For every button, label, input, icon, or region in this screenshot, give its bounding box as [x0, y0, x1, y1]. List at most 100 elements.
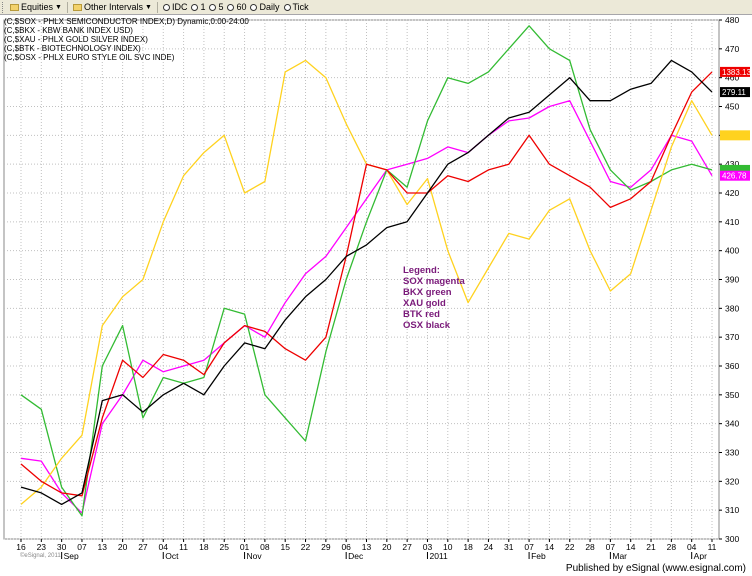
x-tick-label: 20 [118, 542, 128, 552]
toolbar-separator [156, 1, 158, 13]
y-tick-label: 370 [725, 332, 739, 342]
legend-entry-osx: OSX black [403, 320, 450, 331]
header-line-sox: (C,$SOX - PHLX SEMICONDUCTOR INDEX,D) Dy… [4, 17, 249, 26]
footer: Published by eSignal (www.esignal.com) [0, 560, 752, 576]
y-tick-label: 410 [725, 217, 739, 227]
x-tick-label: 11 [708, 542, 717, 552]
interval-idc-label: IDC [171, 2, 188, 12]
interval-1-button[interactable]: 1 [189, 1, 207, 14]
month-label: Mar [612, 551, 627, 560]
y-tick-label: 430 [725, 159, 739, 169]
x-tick-label: 21 [646, 542, 656, 552]
interval-daily-label: Daily [259, 2, 280, 12]
x-tick-label: 24 [484, 542, 494, 552]
y-tick-label: 460 [725, 73, 739, 83]
interval-60-label: 60 [236, 2, 247, 12]
month-label: Sep [64, 551, 79, 560]
last-value-box-bkx [720, 164, 750, 175]
x-tick-label: 11 [179, 542, 188, 552]
x-tick-label: 04 [687, 542, 697, 552]
y-tick-label: 320 [725, 476, 739, 486]
x-tick-label: 18 [199, 542, 209, 552]
equities-button[interactable]: Equities ▼ [8, 1, 64, 14]
legend-entry-sox: SOX magenta [403, 276, 465, 287]
clock-icon [227, 3, 235, 11]
folder-icon [72, 3, 82, 11]
y-tick-label: 390 [725, 275, 739, 285]
legend-entry-btk: BTK red [403, 309, 440, 320]
x-tick-label: 25 [220, 542, 230, 552]
x-tick-label: 16 [16, 542, 26, 552]
header-line-xau: (C,$XAU - PHLX GOLD SILVER INDEX) [4, 35, 148, 44]
y-tick-label: 360 [725, 361, 739, 371]
x-tick-label: 23 [37, 542, 47, 552]
month-label: Apr [694, 551, 707, 560]
x-tick-label: 22 [565, 542, 575, 552]
x-tick-label: 14 [626, 542, 636, 552]
last-value-label-btk: 1383.13 [722, 68, 751, 77]
y-tick-label: 400 [725, 246, 739, 256]
x-tick-label: 01 [240, 542, 250, 552]
y-tick-label: 450 [725, 102, 739, 112]
interval-daily-button[interactable]: Daily [248, 1, 281, 14]
interval-idc-button[interactable]: IDC [161, 1, 190, 14]
series-line-osx [20, 59, 713, 506]
x-tick-label: 14 [545, 542, 555, 552]
interval-tick-button[interactable]: Tick [282, 1, 311, 14]
clock-icon [283, 3, 291, 11]
watermark: ©eSignal, 2011 [20, 553, 61, 559]
y-tick-label: 380 [725, 303, 739, 313]
toolbar-grip[interactable] [2, 1, 6, 13]
x-tick-label: 31 [504, 542, 514, 552]
last-value-label-sox: 426.78 [722, 172, 747, 181]
series-line-btk [20, 71, 713, 497]
price-chart[interactable]: 3003103203303403503603703803904004104204… [0, 15, 752, 560]
y-tick-label: 350 [725, 390, 739, 400]
header-line-bkx: (C,$BKX - KBW BANK INDEX USD) [4, 26, 133, 35]
toolbar-separator [66, 1, 68, 13]
x-tick-label: 13 [98, 542, 108, 552]
x-tick-label: 30 [57, 542, 67, 552]
x-tick-label: 04 [159, 542, 169, 552]
interval-tick-label: Tick [292, 2, 309, 12]
equities-label: Equities [21, 2, 54, 12]
last-value-box-sox [720, 170, 750, 181]
y-tick-label: 340 [725, 419, 739, 429]
header-line-btk: (C,$BTK - BIOTECHNOLOGY INDEX) [4, 44, 141, 53]
legend: Legend: SOX magenta BKX green XAU gold B… [403, 265, 465, 331]
month-label: Nov [247, 551, 263, 560]
y-tick-label: 470 [725, 44, 739, 54]
last-value-box-osx [720, 87, 750, 98]
x-tick-label: 28 [667, 542, 677, 552]
x-tick-label: 27 [402, 542, 412, 552]
x-tick-label: 13 [362, 542, 372, 552]
header-line-osx: (C,$OSX - PHLX EURO STYLE OIL SVC INDE) [4, 53, 175, 62]
y-tick-label: 310 [725, 505, 739, 515]
month-label: Dec [348, 551, 364, 560]
legend-title: Legend: [403, 265, 440, 276]
month-label: Feb [531, 551, 546, 560]
chart-area[interactable]: 300 310 320 330 340 350 360 370 380 390 400 410 420 4… [0, 15, 752, 560]
interval-5-label: 5 [218, 2, 224, 12]
y-tick-label: 480 [725, 15, 739, 25]
interval-5-button[interactable]: 5 [207, 1, 225, 14]
legend-entry-bkx: BKX green [403, 287, 452, 298]
toolbar: Equities ▼ Other Intervals ▼ IDC 1 5 60 Da… [0, 0, 752, 15]
legend-entry-xau: XAU gold [403, 298, 446, 309]
clock-icon [250, 3, 258, 11]
x-tick-label: 20 [382, 542, 392, 552]
other-intervals-button[interactable]: Other Intervals ▼ [71, 1, 154, 14]
folder-icon [10, 3, 19, 11]
x-tick-label: 07 [77, 542, 87, 552]
other-intervals-label: Other Intervals [83, 2, 143, 12]
y-tick-label: 420 [725, 188, 739, 198]
x-tick-label: 22 [301, 542, 311, 552]
last-value-box-btk [720, 66, 750, 77]
month-label: 2011 [429, 551, 448, 560]
x-tick-label: 15 [280, 542, 290, 552]
chart-header: (C,$SOX - PHLX SEMICONDUCTOR INDEX,D) Dy… [4, 17, 249, 62]
interval-60-button[interactable]: 60 [225, 1, 248, 14]
x-tick-label: 07 [606, 542, 616, 552]
x-tick-label: 27 [138, 542, 148, 552]
footer-text: Published by eSignal (www.esignal.com) [565, 562, 746, 574]
